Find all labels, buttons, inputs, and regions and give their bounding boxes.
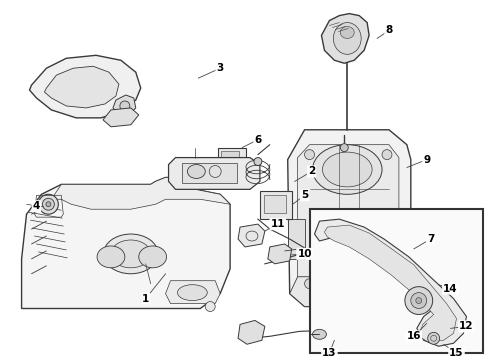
Ellipse shape: [382, 150, 392, 159]
Ellipse shape: [120, 101, 130, 111]
Text: 2: 2: [308, 166, 315, 176]
Ellipse shape: [382, 279, 392, 289]
Ellipse shape: [254, 158, 262, 166]
Bar: [218, 148, 246, 170]
Ellipse shape: [405, 287, 433, 315]
Text: 3: 3: [217, 63, 224, 73]
Ellipse shape: [39, 194, 58, 214]
Ellipse shape: [205, 302, 215, 311]
Text: 4: 4: [33, 201, 40, 211]
Text: 11: 11: [270, 219, 285, 229]
Ellipse shape: [341, 27, 354, 39]
Text: 10: 10: [297, 249, 312, 259]
Ellipse shape: [139, 246, 167, 268]
Ellipse shape: [340, 323, 359, 334]
Text: 8: 8: [385, 26, 392, 36]
Polygon shape: [51, 177, 230, 209]
Text: 7: 7: [427, 234, 434, 244]
Ellipse shape: [428, 332, 440, 344]
Bar: [310, 209, 483, 353]
Ellipse shape: [177, 285, 207, 301]
Ellipse shape: [305, 279, 315, 289]
Polygon shape: [324, 225, 457, 342]
Bar: [221, 150, 239, 165]
Polygon shape: [45, 66, 119, 108]
Bar: [260, 192, 292, 219]
Polygon shape: [113, 95, 136, 115]
Bar: [182, 163, 237, 183]
Text: 16: 16: [407, 331, 421, 341]
Text: 15: 15: [449, 348, 464, 358]
Ellipse shape: [187, 165, 205, 179]
Polygon shape: [413, 277, 439, 301]
Polygon shape: [238, 224, 265, 247]
Polygon shape: [315, 219, 466, 346]
Polygon shape: [288, 219, 305, 259]
Polygon shape: [29, 55, 141, 118]
Ellipse shape: [322, 152, 372, 187]
Polygon shape: [268, 244, 292, 264]
Polygon shape: [169, 158, 260, 189]
Polygon shape: [321, 14, 369, 63]
Ellipse shape: [341, 144, 348, 152]
Text: 1: 1: [142, 293, 149, 303]
Ellipse shape: [313, 329, 326, 339]
Ellipse shape: [97, 246, 125, 268]
Polygon shape: [238, 320, 265, 344]
Polygon shape: [103, 108, 139, 127]
Polygon shape: [166, 281, 220, 303]
Ellipse shape: [111, 240, 150, 268]
Ellipse shape: [46, 202, 51, 207]
Ellipse shape: [43, 198, 54, 210]
Text: 13: 13: [322, 348, 337, 358]
Ellipse shape: [305, 150, 315, 159]
Polygon shape: [297, 145, 399, 289]
Ellipse shape: [411, 293, 427, 309]
Text: 14: 14: [443, 284, 458, 294]
Ellipse shape: [103, 234, 158, 274]
Bar: [264, 195, 286, 213]
Ellipse shape: [313, 145, 382, 194]
Text: 9: 9: [423, 154, 430, 165]
Ellipse shape: [333, 23, 361, 54]
Polygon shape: [288, 130, 411, 306]
Polygon shape: [290, 277, 411, 306]
Ellipse shape: [416, 298, 422, 303]
Text: 5: 5: [301, 190, 308, 200]
Text: 6: 6: [254, 135, 262, 145]
Text: 12: 12: [459, 321, 474, 332]
Polygon shape: [22, 177, 230, 309]
